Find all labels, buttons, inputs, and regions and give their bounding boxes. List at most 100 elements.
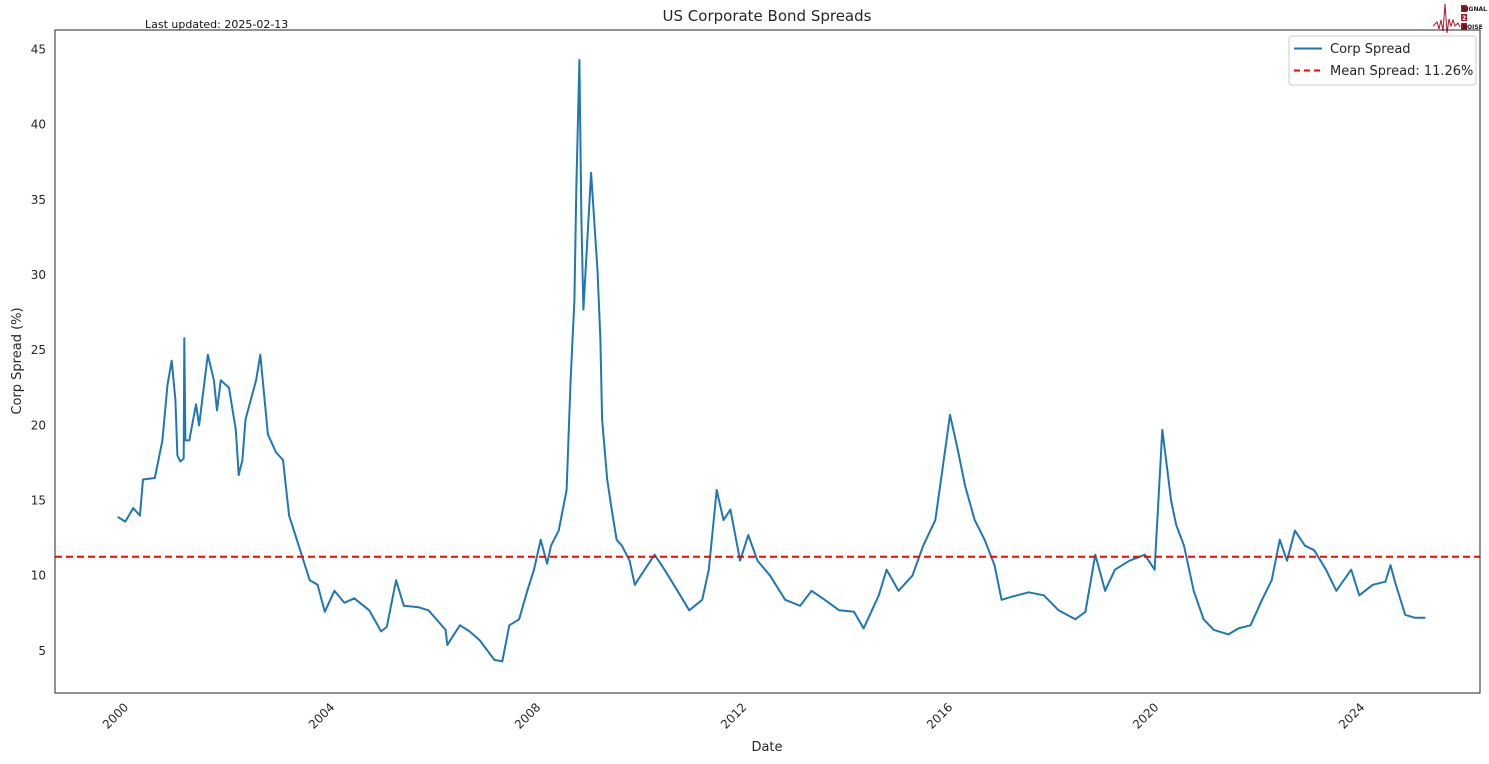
plot-area: [55, 59, 1480, 663]
data-point: [1286, 559, 1288, 562]
logo: SIGNAL 2 NOISE: [1432, 3, 1487, 34]
x-tick-label: 2020: [1130, 700, 1161, 731]
data-point: [1394, 582, 1397, 585]
data-point: [468, 630, 471, 633]
data-point: [1166, 469, 1169, 472]
axes-frame: [54, 29, 1481, 694]
data-point: [615, 538, 618, 541]
y-tick-label: 20: [31, 418, 46, 432]
data-point: [599, 338, 602, 341]
data-point: [1202, 618, 1205, 621]
data-point: [862, 627, 865, 630]
data-point: [333, 589, 336, 592]
data-point: [446, 644, 449, 646]
data-point: [343, 601, 346, 604]
data-point: [1057, 609, 1060, 612]
data-point: [911, 574, 914, 577]
data-point: [1371, 583, 1374, 586]
data-point: [964, 484, 966, 487]
data-point: [170, 359, 173, 362]
legend: Corp Spread Mean Spread: 11.26%: [1288, 35, 1477, 86]
y-tick-label: 45: [31, 43, 46, 57]
data-point: [973, 519, 976, 521]
data-point: [259, 353, 262, 356]
data-point: [634, 583, 636, 586]
data-point: [1424, 617, 1426, 619]
x-axis: 2000 2004 2008 2012 2016 2020 2024: [100, 700, 1368, 731]
y-axis-label: Corp Spread (%): [10, 307, 25, 414]
data-point: [184, 439, 187, 442]
data-point: [1084, 611, 1087, 613]
data-point: [1153, 568, 1156, 571]
data-point: [1384, 580, 1387, 583]
data-point: [216, 409, 218, 412]
data-point: [195, 403, 197, 406]
data-point: [459, 624, 461, 627]
data-point: [585, 259, 587, 261]
series-line-corp-spread: [117, 59, 1425, 663]
logo-text-3: NOISE: [1462, 24, 1483, 31]
data-point: [941, 469, 944, 472]
data-point: [117, 516, 120, 518]
data-point: [188, 439, 191, 442]
data-point: [565, 489, 568, 491]
y-tick-label: 30: [31, 268, 46, 282]
data-point: [1183, 544, 1185, 547]
data-point: [234, 429, 237, 431]
x-tick-label: 2000: [100, 700, 131, 731]
data-point: [550, 544, 552, 547]
data-point: [275, 451, 277, 454]
data-point: [573, 299, 576, 302]
data-point: [688, 609, 690, 612]
logo-text-2: 2: [1462, 15, 1466, 22]
data-point: [784, 598, 786, 601]
data-point: [769, 574, 771, 577]
data-point: [1213, 629, 1215, 631]
y-tick-label: 10: [31, 569, 46, 583]
data-point: [546, 562, 548, 565]
data-point: [166, 384, 169, 386]
data-point: [1027, 591, 1030, 594]
data-point: [1000, 598, 1003, 601]
data-point: [161, 439, 164, 442]
data-point: [220, 379, 222, 382]
data-point: [701, 598, 703, 601]
x-tick-label: 2012: [718, 700, 749, 731]
data-point: [1313, 549, 1315, 551]
data-point: [353, 597, 356, 600]
data-point: [298, 547, 301, 550]
data-point: [1270, 579, 1273, 582]
data-point: [722, 519, 725, 521]
data-point: [1325, 568, 1327, 571]
data-point: [707, 568, 710, 571]
data-point: [1192, 589, 1195, 592]
data-point: [676, 589, 679, 592]
data-point: [324, 611, 326, 613]
legend-label-corp-spread: Corp Spread: [1330, 42, 1411, 57]
data-point: [739, 559, 741, 562]
data-point: [533, 568, 535, 571]
data-point: [838, 609, 840, 612]
data-point: [228, 387, 230, 389]
data-point: [575, 188, 578, 191]
data-point: [1175, 523, 1177, 526]
data-point: [1144, 553, 1146, 556]
data-point: [1170, 499, 1172, 502]
data-point: [643, 568, 646, 571]
last-updated-text: Last updated: 2025-02-13: [145, 18, 288, 31]
data-point: [799, 605, 801, 607]
data-point: [1414, 617, 1416, 619]
data-point: [380, 630, 382, 633]
x-tick-label: 2004: [306, 700, 337, 731]
y-tick-label: 25: [31, 343, 46, 357]
data-point: [241, 459, 244, 461]
data-point: [132, 507, 134, 509]
y-tick-label: 35: [31, 193, 46, 207]
data-point: [810, 589, 813, 592]
data-point: [1389, 564, 1392, 567]
data-point: [1294, 529, 1296, 532]
data-point: [885, 568, 888, 571]
data-point: [922, 544, 924, 547]
data-point: [1227, 633, 1230, 636]
